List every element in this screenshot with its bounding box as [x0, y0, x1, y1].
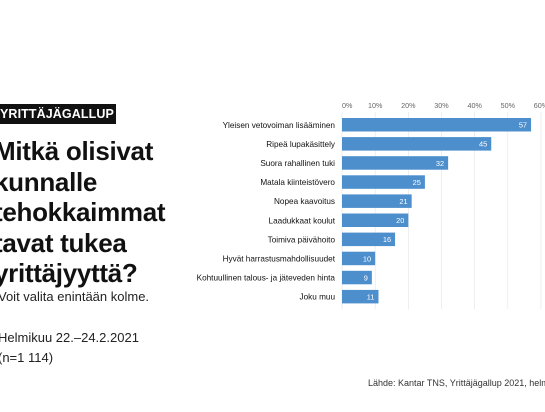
data-label: 20 [396, 216, 404, 225]
bar [342, 289, 379, 304]
sample-size: (n=1 114) [0, 350, 54, 365]
survey-meta: Helmikuu 22.–24.2.2021 (n=1 114) [0, 328, 139, 368]
category-label: Yleisen vetovoiman lisääminen [223, 121, 336, 130]
data-label: 45 [479, 140, 487, 149]
category-label: Matala kiinteistövero [260, 178, 335, 187]
category-label: Hyvät harrastusmahdollisuudet [223, 254, 336, 263]
data-label: 9 [364, 273, 368, 282]
gallup-badge: YRITTÄJÄGALLUP [0, 104, 116, 124]
category-label: Kohtuullinen talous- ja jäteveden hinta [197, 274, 336, 283]
category-label: Joku muu [300, 293, 336, 302]
headline: Mitkä olisivat kunnalle tehokkaimmat tav… [0, 136, 189, 289]
category-label: Nopea kaavoitus [274, 197, 335, 206]
bar [342, 232, 396, 247]
headline-line: kunnalle [0, 166, 98, 197]
x-tick-label: 10% [368, 101, 383, 110]
data-label: 25 [413, 178, 421, 187]
x-tick-label: 20% [401, 101, 416, 110]
data-label: 11 [367, 292, 375, 301]
category-label: Suora rahallinen tuki [260, 159, 335, 168]
headline-line: tehokkaimmat [0, 197, 166, 227]
headline-line: Mitkä olisivat [0, 136, 154, 166]
category-label: Laadukkaat koulut [269, 216, 336, 225]
data-label: 10 [363, 254, 371, 263]
bar [342, 213, 409, 227]
data-label: 32 [436, 159, 444, 168]
category-label: Ripeä lupakäsittely [266, 140, 336, 149]
bar [342, 118, 532, 132]
instruction-text: Voit valita enintään kolme. [0, 289, 150, 304]
data-label: 16 [383, 235, 391, 244]
source-note: Lähde: Kantar TNS, Yrittäjägallup 2021, … [368, 378, 545, 388]
bar [342, 137, 492, 151]
x-tick-label: 40% [467, 101, 482, 110]
x-tick-label: 50% [501, 101, 516, 110]
x-tick-label: 30% [434, 101, 449, 110]
bar [342, 251, 376, 266]
bar [342, 270, 372, 285]
category-label: Toimiva päivähoito [268, 235, 336, 244]
bar [342, 194, 412, 208]
headline-line: yrittäjyyttä? [0, 258, 138, 288]
x-tick-label: 0% [342, 101, 353, 110]
data-label: 21 [399, 197, 407, 206]
survey-period: Helmikuu 22.–24.2.2021 [0, 330, 139, 345]
data-label: 57 [519, 121, 527, 130]
bar [342, 156, 449, 170]
x-tick-label: 60% [534, 101, 545, 110]
bar [342, 175, 425, 189]
headline-line: tavat tukea [0, 227, 127, 258]
